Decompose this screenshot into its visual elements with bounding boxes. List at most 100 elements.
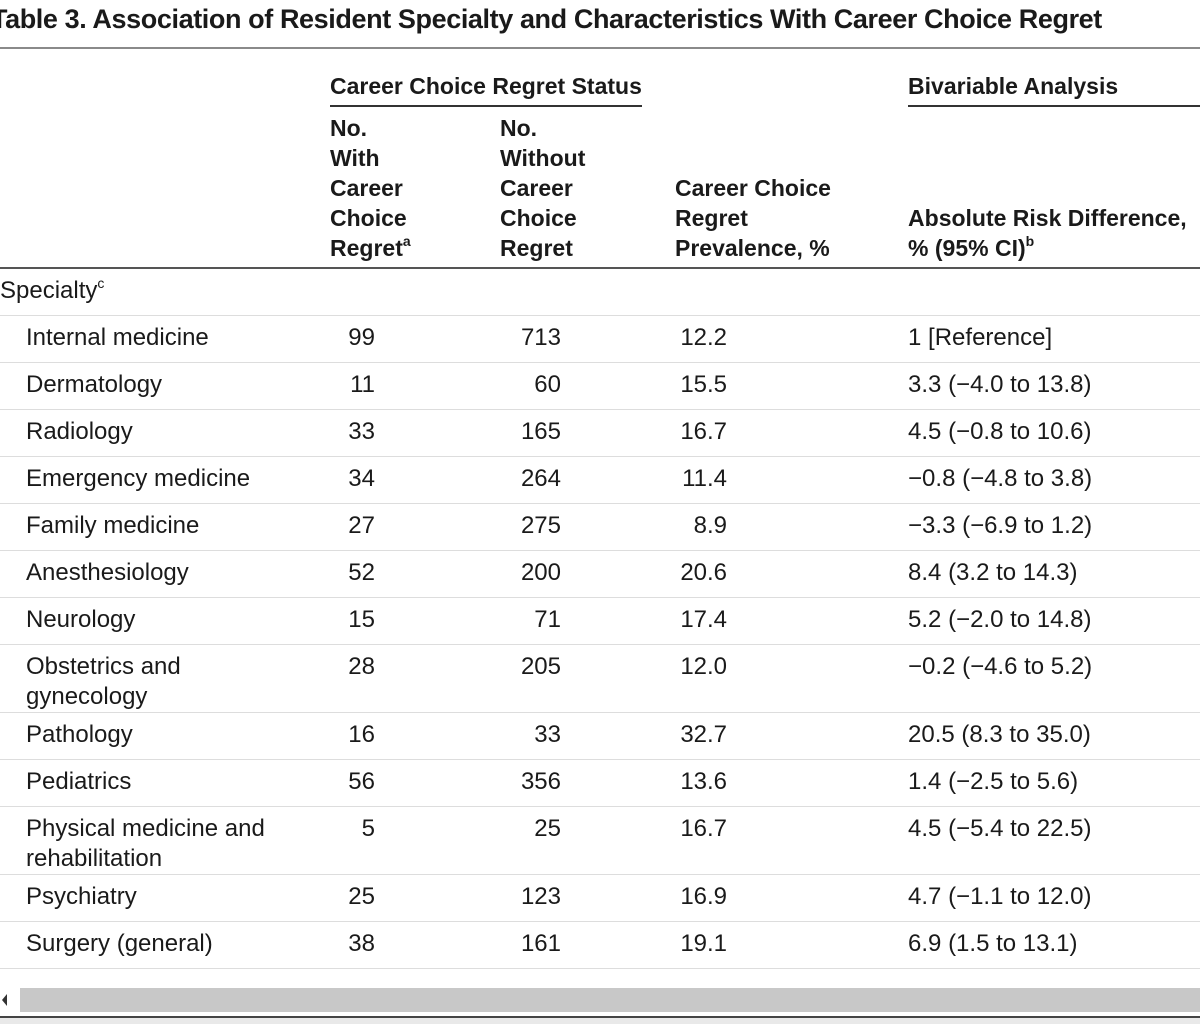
cell: 13.6: [675, 759, 909, 807]
column-header: No. With Career Choice Regreta: [330, 113, 411, 263]
row-label: Internal medicine: [0, 315, 330, 363]
column-header-row: No. With Career Choice Regreta No. Witho…: [0, 107, 1200, 269]
cell: 4.7 (−1.1 to 12.0): [908, 874, 1200, 922]
cell: 165: [500, 409, 675, 457]
scroll-arrow[interactable]: [2, 994, 7, 1006]
footnote-mark: b: [1025, 233, 1035, 249]
cell: 12.2: [675, 315, 909, 363]
scrollbar[interactable]: [20, 988, 1200, 1012]
cell: 205: [500, 644, 675, 713]
row-label: Psychiatry: [0, 874, 330, 922]
cell: 6.9 (1.5 to 13.1): [908, 921, 1200, 969]
cell: 33: [330, 409, 500, 457]
section-row: Specialtyc: [0, 268, 1200, 316]
cell: 56: [330, 759, 500, 807]
cell: 34: [330, 456, 500, 504]
cell: 11.4: [675, 456, 909, 504]
section-text: Specialty: [0, 277, 98, 304]
cell: 15: [330, 597, 500, 645]
cell: 20.6: [675, 550, 909, 598]
row-label: Emergency medicine: [0, 456, 330, 504]
cell: 356: [500, 759, 675, 807]
cell: 4.5 (−5.4 to 22.5): [908, 806, 1200, 875]
table-row: Obstetrics and gynecology 28 205 12.0 −0.2 (…: [0, 644, 1200, 713]
row-label: Family medicine: [0, 503, 330, 551]
section-label: Specialtyc: [0, 268, 1200, 316]
row-label: Radiology: [0, 409, 330, 457]
cell: 99: [330, 315, 500, 363]
cell: 16: [330, 712, 500, 760]
cell: 5: [330, 806, 500, 875]
cell: 200: [500, 550, 675, 598]
cell: 20.5 (8.3 to 35.0): [908, 712, 1200, 760]
row-label: Obstetrics and gynecology: [0, 644, 330, 713]
table-row: Neurology 15 71 17.4 5.2 (−2.0 to 14.8): [0, 597, 1200, 645]
table-row: Psychiatry 25 123 16.9 4.7 (−1.1 to 12.0): [0, 874, 1200, 922]
cell: 16.7: [675, 409, 909, 457]
cell: 275: [500, 503, 675, 551]
row-label: Pathology: [0, 712, 330, 760]
table-row: Physical medicine and rehabilitation 5 25 1…: [0, 806, 1200, 875]
table-row: Pediatrics 56 356 13.6 1.4 (−2.5 to 5.6): [0, 759, 1200, 807]
footnote-mark: c: [97, 275, 105, 291]
cell: 15.5: [675, 362, 909, 410]
cell: 32.7: [675, 712, 909, 760]
row-label: Surgery (general): [0, 921, 330, 969]
row-label: Pediatrics: [0, 759, 330, 807]
row-label: Dermatology: [0, 362, 330, 410]
window-edge: [0, 1016, 1200, 1024]
group-header-row: Career Choice Regret Status Bivariable A…: [0, 48, 1200, 107]
cell: 28: [330, 644, 500, 713]
column-header-text: No. With Career Choice Regret: [330, 115, 407, 261]
table-row: Internal medicine 99 713 12.2 1 [Reference]: [0, 315, 1200, 363]
cell: 71: [500, 597, 675, 645]
table: Career Choice Regret Status Bivariable A…: [0, 47, 1200, 969]
cell: 8.4 (3.2 to 14.3): [908, 550, 1200, 598]
cell: −3.3 (−6.9 to 1.2): [908, 503, 1200, 551]
cell: 11: [330, 362, 500, 410]
cell: 5.2 (−2.0 to 14.8): [908, 597, 1200, 645]
cell: 25: [330, 874, 500, 922]
cell: 1 [Reference]: [908, 315, 1200, 363]
column-header: Absolute Risk Difference, % (95% CI)b: [908, 203, 1200, 263]
row-label: Anesthesiology: [0, 550, 330, 598]
cell: 12.0: [675, 644, 909, 713]
cell: 25: [500, 806, 675, 875]
cell: 1.4 (−2.5 to 5.6): [908, 759, 1200, 807]
cell: 4.5 (−0.8 to 10.6): [908, 409, 1200, 457]
cell: −0.8 (−4.8 to 3.8): [908, 456, 1200, 504]
group-header: Bivariable Analysis: [908, 71, 1200, 107]
cell: 60: [500, 362, 675, 410]
cell: 3.3 (−4.0 to 13.8): [908, 362, 1200, 410]
table-row: Radiology 33 165 16.7 4.5 (−0.8 to 10.6): [0, 409, 1200, 457]
cell: 27: [330, 503, 500, 551]
column-header: No. Without Career Choice Regret: [500, 115, 586, 261]
cell: 264: [500, 456, 675, 504]
table-row: Anesthesiology 52 200 20.6 8.4 (3.2 to 14.3): [0, 550, 1200, 598]
cell: 17.4: [675, 597, 909, 645]
cell: 52: [330, 550, 500, 598]
row-label: Neurology: [0, 597, 330, 645]
table-row: Surgery (general) 38 161 19.1 6.9 (1.5 to 13…: [0, 921, 1200, 969]
table-body: Specialtyc Internal medicine 99 713 12.2 1 [R…: [0, 268, 1200, 969]
table-row: Dermatology 11 60 15.5 3.3 (−4.0 to 13.8): [0, 362, 1200, 410]
cell: −0.2 (−4.6 to 5.2): [908, 644, 1200, 713]
cell: 161: [500, 921, 675, 969]
cell: 16.9: [675, 874, 909, 922]
table-title: Table 3. Association of Resident Special…: [0, 4, 1102, 34]
footnote-mark: a: [402, 233, 411, 249]
group-header: Career Choice Regret Status: [330, 71, 642, 107]
column-header-text: Absolute Risk Difference, % (95% CI): [908, 205, 1187, 261]
column-header: Career Choice Regret Prevalence, %: [675, 175, 831, 261]
cell: 33: [500, 712, 675, 760]
row-label: Physical medicine and rehabilitation: [0, 806, 330, 875]
table-row: Emergency medicine 34 264 11.4 −0.8 (−4.8 to…: [0, 456, 1200, 504]
cell: 123: [500, 874, 675, 922]
cell: 8.9: [675, 503, 909, 551]
table-row: Family medicine 27 275 8.9 −3.3 (−6.9 to 1.2…: [0, 503, 1200, 551]
cell: 19.1: [675, 921, 909, 969]
cell: 16.7: [675, 806, 909, 875]
cell: 38: [330, 921, 500, 969]
table-row: Pathology 16 33 32.7 20.5 (8.3 to 35.0): [0, 712, 1200, 760]
